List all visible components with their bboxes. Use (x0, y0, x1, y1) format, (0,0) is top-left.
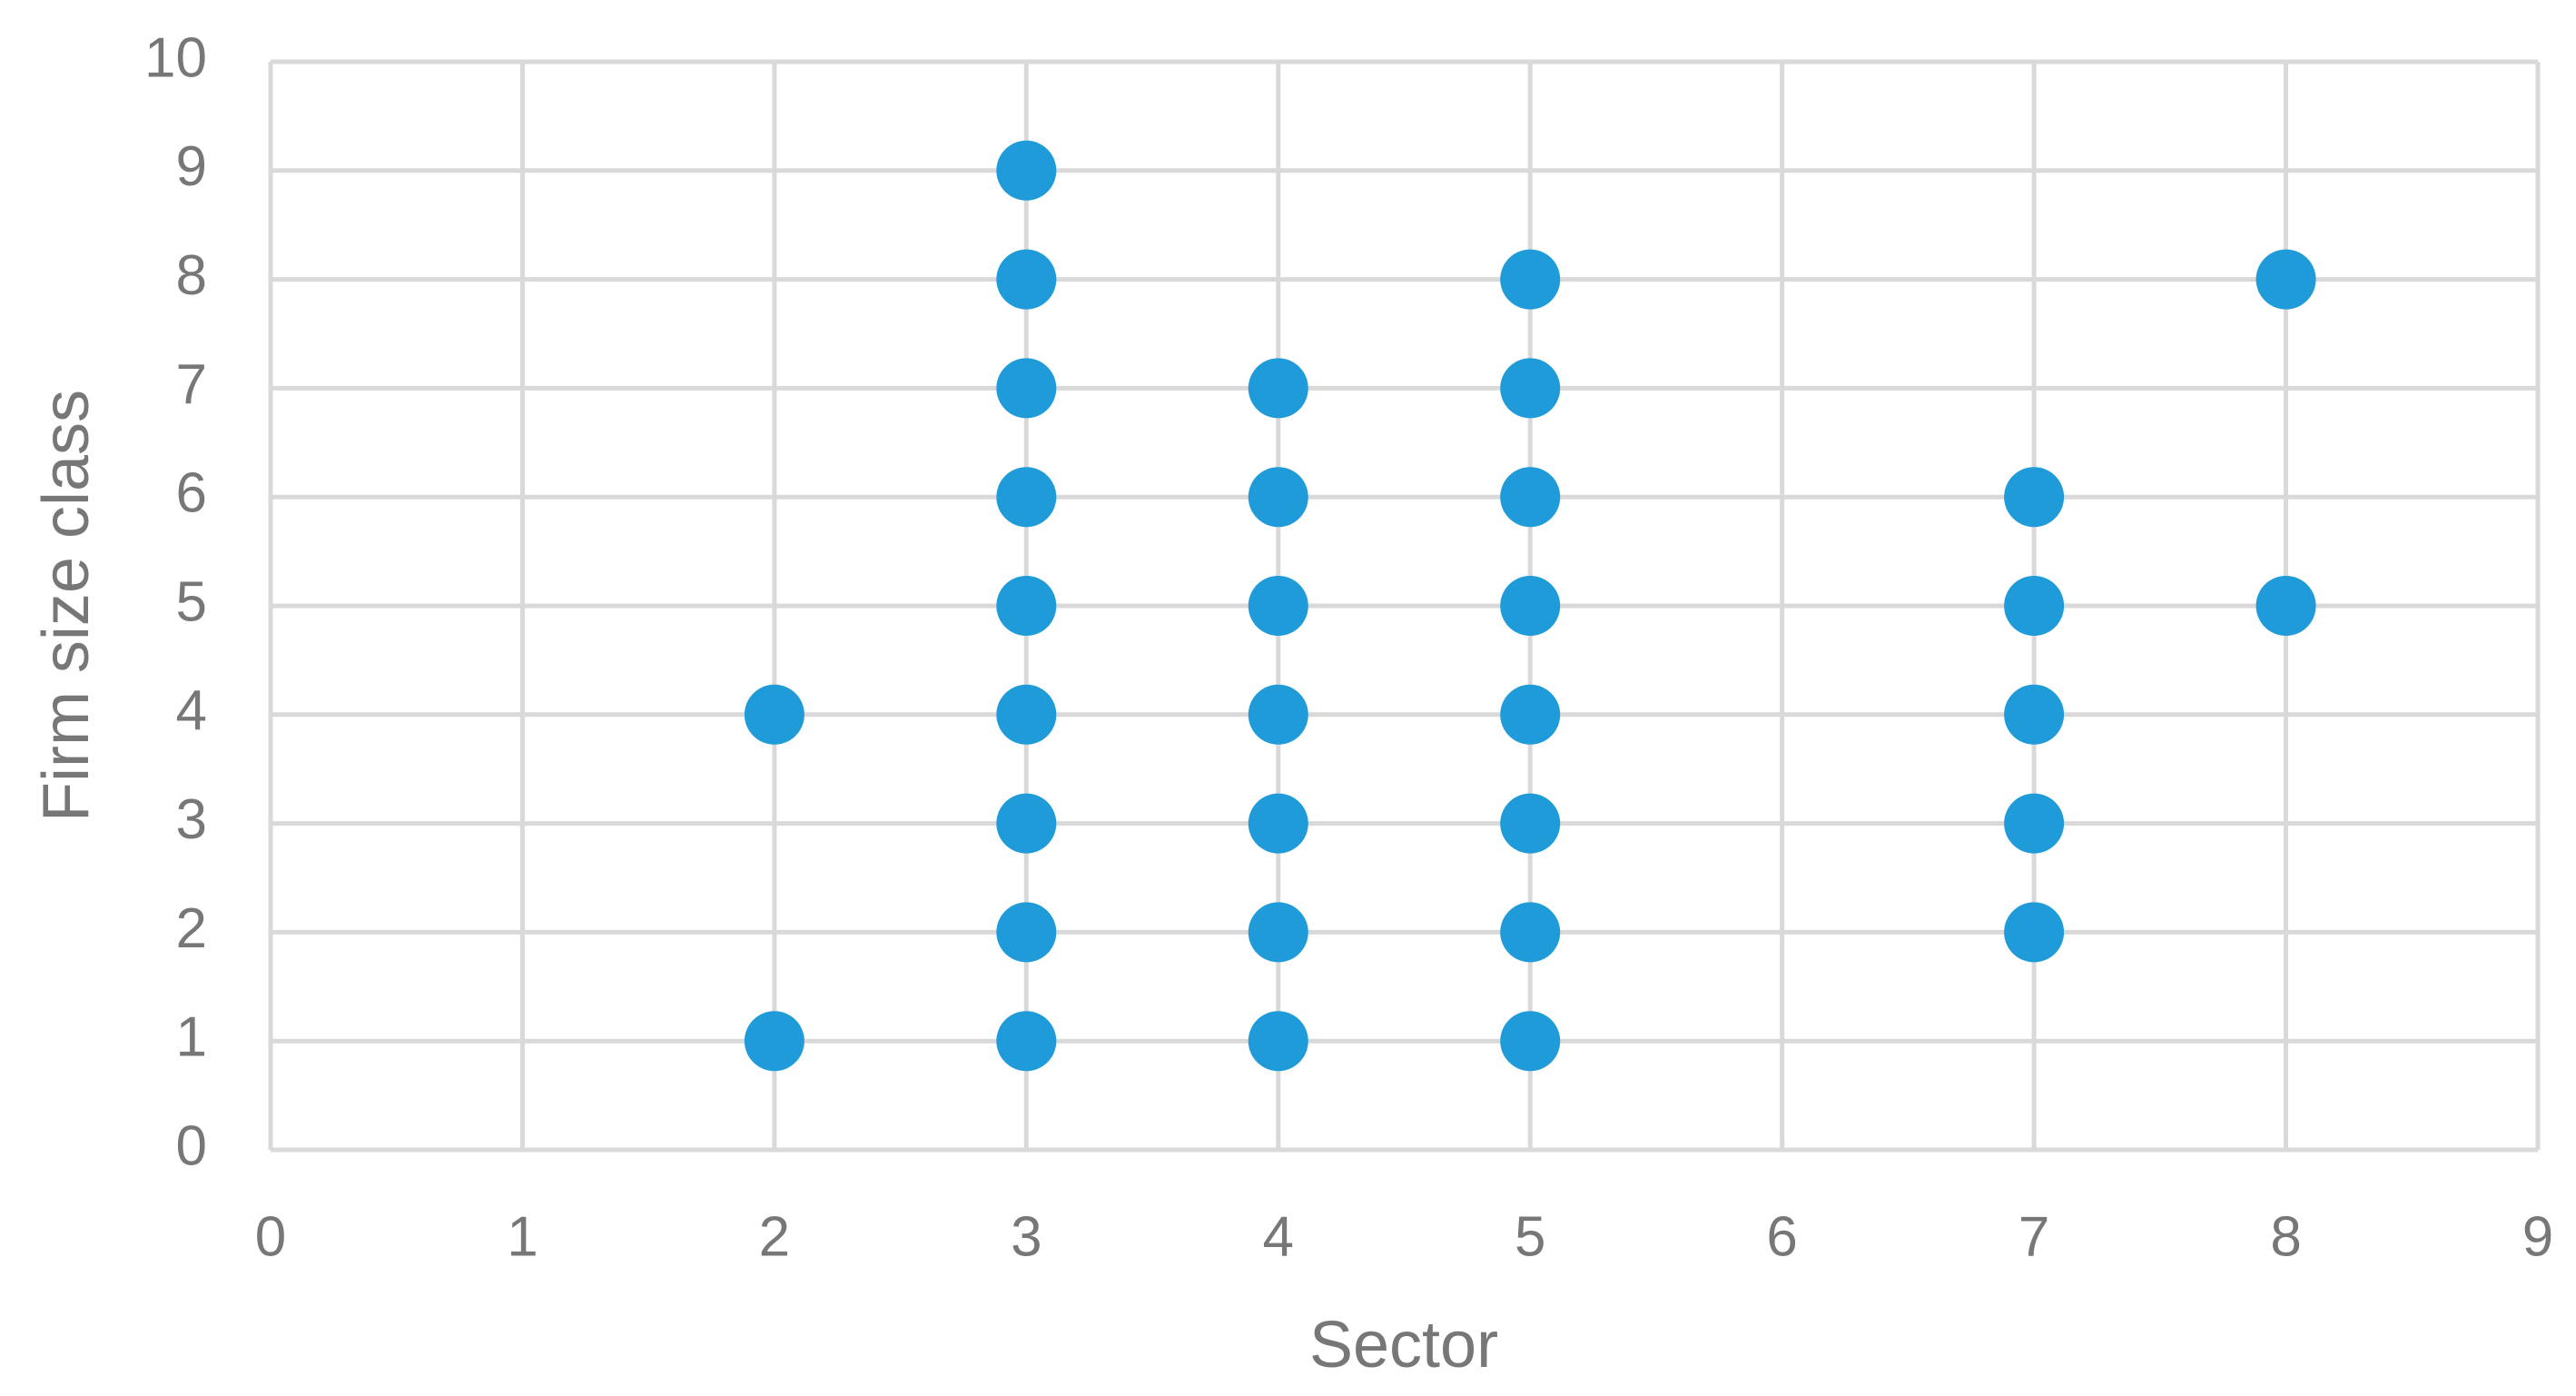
x-tick-label: 8 (2270, 1205, 2301, 1268)
x-tick-label: 2 (759, 1205, 790, 1268)
point (996, 140, 1057, 201)
x-tick-label: 7 (2018, 1205, 2049, 1268)
point (1500, 467, 1561, 528)
y-tick-label: 6 (176, 462, 207, 525)
point (996, 467, 1057, 528)
point (1248, 684, 1308, 745)
point (1500, 684, 1561, 745)
point (996, 249, 1057, 310)
point (2004, 793, 2065, 854)
point (744, 1011, 804, 1072)
point (2255, 576, 2316, 636)
point (996, 793, 1057, 854)
x-tick-label: 3 (1011, 1205, 1041, 1268)
point (1500, 249, 1561, 310)
point (1500, 358, 1561, 419)
point (1248, 358, 1308, 419)
point (744, 684, 804, 745)
y-tick-label: 1 (176, 1006, 207, 1069)
y-tick-label: 4 (176, 679, 207, 742)
x-tick-label: 6 (1766, 1205, 1797, 1268)
point (2004, 902, 2065, 963)
point (996, 576, 1057, 636)
point (1248, 467, 1308, 528)
x-tick-label: 1 (507, 1205, 538, 1268)
point (1500, 576, 1561, 636)
point (2004, 684, 2065, 745)
point (2255, 249, 2316, 310)
point (1248, 576, 1308, 636)
x-tick-label: 9 (2522, 1205, 2553, 1268)
point (996, 684, 1057, 745)
y-tick-label: 10 (144, 26, 207, 89)
y-tick-label: 9 (176, 135, 207, 198)
point (1500, 902, 1561, 963)
y-tick-label: 3 (176, 788, 207, 851)
y-tick-label: 8 (176, 244, 207, 307)
point (996, 358, 1057, 419)
point (2004, 576, 2065, 636)
x-axis-title: Sector (1309, 1309, 1498, 1381)
y-tick-label: 2 (176, 897, 207, 960)
x-tick-label: 5 (1515, 1205, 1545, 1268)
y-tick-label: 5 (176, 570, 207, 633)
point (2004, 467, 2065, 528)
y-tick-label: 0 (176, 1114, 207, 1177)
point (1248, 1011, 1308, 1072)
point (1500, 793, 1561, 854)
y-tick-label: 7 (176, 353, 207, 416)
point (996, 1011, 1057, 1072)
point (1248, 793, 1308, 854)
x-tick-label: 4 (1263, 1205, 1294, 1268)
point (1500, 1011, 1561, 1072)
x-tick-label: 0 (255, 1205, 286, 1268)
y-axis-title: Firm size class (30, 390, 103, 822)
point (1248, 902, 1308, 963)
point (996, 902, 1057, 963)
